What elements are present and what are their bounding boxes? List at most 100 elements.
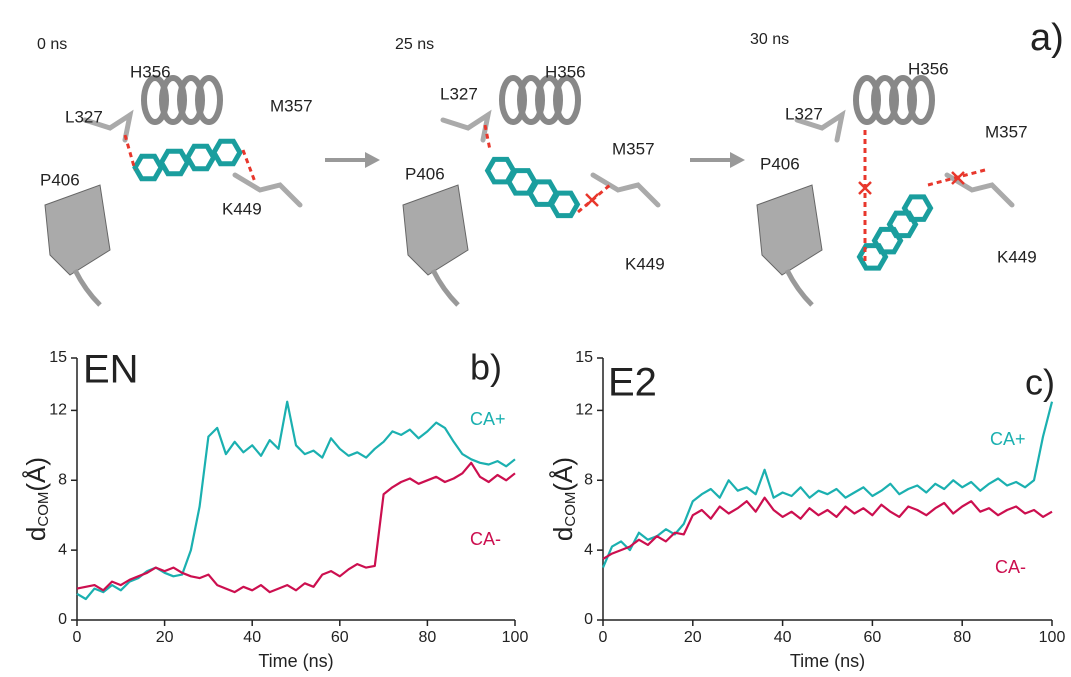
residue-label: H356 (545, 62, 586, 81)
snapshot: 30 ns H356 L327 M357 P406 K449 (750, 31, 1037, 307)
x-tick-label: 20 (684, 629, 702, 646)
y-tick-label: 15 (49, 349, 67, 366)
y-tick-label: 0 (58, 611, 67, 628)
snapshot-time: 0 ns (37, 36, 67, 53)
helix-turn (517, 75, 545, 125)
series-label: CA- (995, 557, 1026, 577)
x-tick-label: 60 (331, 629, 349, 646)
series-label: CA+ (990, 429, 1026, 449)
x-tick-label: 100 (502, 629, 529, 646)
series-label: CA- (470, 529, 501, 549)
residue-label: M357 (985, 122, 1028, 141)
arrows (325, 152, 745, 168)
x-tick-label: 0 (599, 629, 608, 646)
residue-label: M357 (612, 139, 655, 158)
loop (72, 268, 102, 307)
broken-mark (585, 193, 599, 207)
x-tick-label: 20 (156, 629, 174, 646)
y-axis-label-part: (Å) (21, 457, 51, 492)
helix-turn (195, 75, 223, 125)
sheet (756, 184, 823, 276)
snapshot-time: 25 ns (395, 36, 434, 53)
residue-label: P406 (405, 164, 445, 183)
y-tick-label: 0 (584, 611, 593, 628)
helix-turn (499, 75, 527, 125)
residue-stick (944, 172, 1015, 208)
panel-label: c) (1025, 362, 1055, 403)
x-tick-label: 100 (1039, 629, 1066, 646)
line-chart: 0 4 8 12 15 0 20 40 60 80 100 Time (ns) dCOM(Å) CA+ CA… (21, 347, 529, 671)
residue-label: L327 (440, 84, 478, 103)
hbond (241, 149, 257, 183)
ligand-ring (548, 190, 581, 219)
y-tick-label: 15 (575, 349, 593, 366)
residue-label: K449 (997, 247, 1037, 266)
helix-turn (141, 75, 169, 125)
ligand-ring (901, 194, 934, 222)
ligand-ring (158, 148, 191, 177)
residue-label: P406 (40, 170, 80, 189)
snapshot: 25 ns L327 H356 M357 P406 K449 (395, 36, 665, 307)
broken-mark (951, 171, 965, 185)
x-tick-label: 60 (864, 629, 882, 646)
residue-label: M357 (270, 96, 313, 115)
y-tick-label: 8 (58, 471, 67, 488)
ligand-ring (184, 143, 217, 172)
x-tick-label: 80 (419, 629, 437, 646)
hbond (123, 134, 137, 171)
series-line (76, 400, 516, 601)
loop (430, 268, 460, 307)
y-axis-label: dCOM(Å) (548, 457, 579, 541)
helix-turn (871, 75, 899, 125)
series-line (76, 461, 516, 594)
ligand-ring (132, 153, 164, 182)
series-line (602, 496, 1053, 560)
y-tick-label: 12 (575, 402, 593, 419)
x-tick-label: 0 (73, 629, 82, 646)
x-tick-label: 40 (774, 629, 792, 646)
residue-label: P406 (760, 154, 800, 173)
chart-title: EN (83, 348, 139, 392)
x-tick-label: 80 (953, 629, 971, 646)
y-axis-label-part: COM (35, 492, 52, 527)
y-axis-label-part: COM (562, 492, 579, 527)
series-label: CA+ (470, 409, 506, 429)
helix-turn (535, 75, 563, 125)
snapshot: 0 ns H356 M357 L327 P406 K449 (37, 36, 313, 307)
residue-label: H356 (908, 59, 949, 78)
y-tick-label: 4 (58, 541, 67, 558)
sheet (402, 184, 469, 276)
residue-label: H356 (130, 62, 171, 81)
sheet (44, 184, 111, 276)
residue-stick (794, 109, 846, 143)
residue-stick (232, 172, 303, 208)
ligand-ring (211, 138, 243, 167)
helix-turn (177, 75, 205, 125)
residue-stick (82, 109, 134, 143)
y-tick-label: 8 (584, 471, 593, 488)
residue-label: K449 (222, 199, 262, 218)
x-tick-label: 40 (243, 629, 261, 646)
helix-turn (159, 75, 187, 125)
hbond (483, 124, 492, 151)
y-axis-label-part: d (548, 527, 578, 541)
line-chart: 0 4 8 12 15 0 20 40 60 80 100 Time (ns) dCOM(Å) CA+ CA… (548, 349, 1066, 671)
panel-label: a) (1030, 17, 1064, 59)
y-tick-label: 4 (584, 541, 593, 558)
residue-label: L327 (785, 104, 823, 123)
snapshot-time: 30 ns (750, 31, 789, 48)
y-axis-label: dCOM(Å) (21, 457, 52, 541)
helix-turn (853, 75, 881, 125)
helix-turn (889, 75, 917, 125)
helix-turn (907, 75, 935, 125)
loop (784, 268, 814, 307)
y-axis-label-part: (Å) (548, 457, 578, 492)
series-line (601, 401, 1054, 569)
x-axis-label: Time (ns) (258, 651, 333, 671)
y-axis-label-part: d (21, 527, 51, 541)
residue-label: L327 (65, 107, 103, 126)
x-axis-label: Time (ns) (790, 651, 865, 671)
broken-mark (858, 181, 872, 195)
